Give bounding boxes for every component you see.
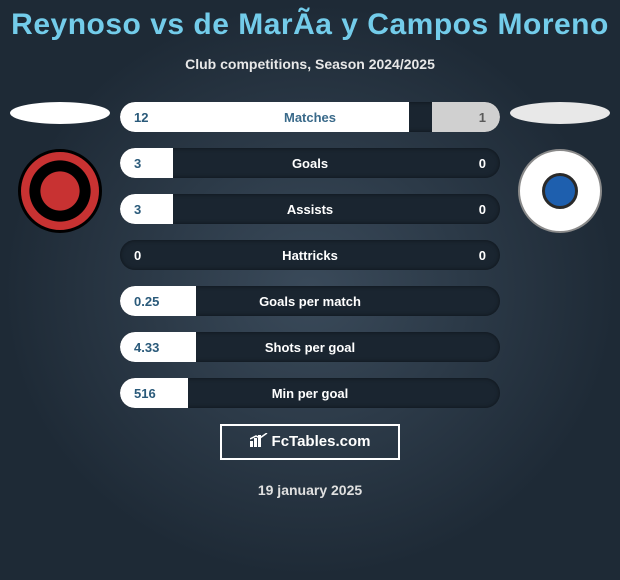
stat-value-right: 0 [479, 248, 486, 263]
stat-value-left: 3 [134, 156, 141, 171]
chart-icon [250, 433, 268, 451]
stat-label: Matches [284, 110, 336, 125]
stats-bars: 12 1 Matches 3 0 Goals 3 0 Assists 0 0 Hattricks 0.2… [120, 102, 500, 408]
stat-row: 0.25 Goals per match [120, 286, 500, 316]
stat-value-right: 1 [479, 110, 486, 125]
team-right-crest [518, 149, 602, 233]
team-right-ellipse [510, 102, 610, 124]
stat-value-left: 12 [134, 110, 148, 125]
team-left-box [10, 102, 110, 233]
footer: FcTables.com 19 january 2025 [0, 424, 620, 498]
stat-row: 3 0 Assists [120, 194, 500, 224]
stat-label: Min per goal [272, 386, 349, 401]
stat-label: Goals [292, 156, 328, 171]
stat-label: Assists [287, 202, 333, 217]
footer-date: 19 january 2025 [0, 482, 620, 498]
stat-fill-left [120, 102, 409, 132]
stat-row: 0 0 Hattricks [120, 240, 500, 270]
stat-value-left: 3 [134, 202, 141, 217]
page-title: Reynoso vs de MarÃ­a y Campos Moreno [0, 0, 620, 42]
stat-value-right: 0 [479, 202, 486, 217]
brand-text: FcTables.com [272, 433, 371, 450]
stat-label: Shots per goal [265, 340, 355, 355]
team-left-crest [18, 149, 102, 233]
stat-value-left: 0 [134, 248, 141, 263]
stat-row: 4.33 Shots per goal [120, 332, 500, 362]
stat-row: 3 0 Goals [120, 148, 500, 178]
stat-value-left: 0.25 [134, 294, 159, 309]
team-right-box [510, 102, 610, 233]
page-subtitle: Club competitions, Season 2024/2025 [0, 56, 620, 72]
stat-fill-right [432, 102, 500, 132]
stat-label: Hattricks [282, 248, 338, 263]
stat-row: 12 1 Matches [120, 102, 500, 132]
team-left-ellipse [10, 102, 110, 124]
stat-row: 516 Min per goal [120, 378, 500, 408]
stat-value-right: 0 [479, 156, 486, 171]
stat-fill-left [120, 194, 173, 224]
stat-value-left: 516 [134, 386, 156, 401]
team-right-crest-inner [542, 173, 578, 209]
brand-box: FcTables.com [220, 424, 401, 460]
stat-fill-left [120, 148, 173, 178]
comparison-area: 12 1 Matches 3 0 Goals 3 0 Assists 0 0 Hattricks 0.2… [0, 102, 620, 408]
stat-value-left: 4.33 [134, 340, 159, 355]
stat-label: Goals per match [259, 294, 361, 309]
